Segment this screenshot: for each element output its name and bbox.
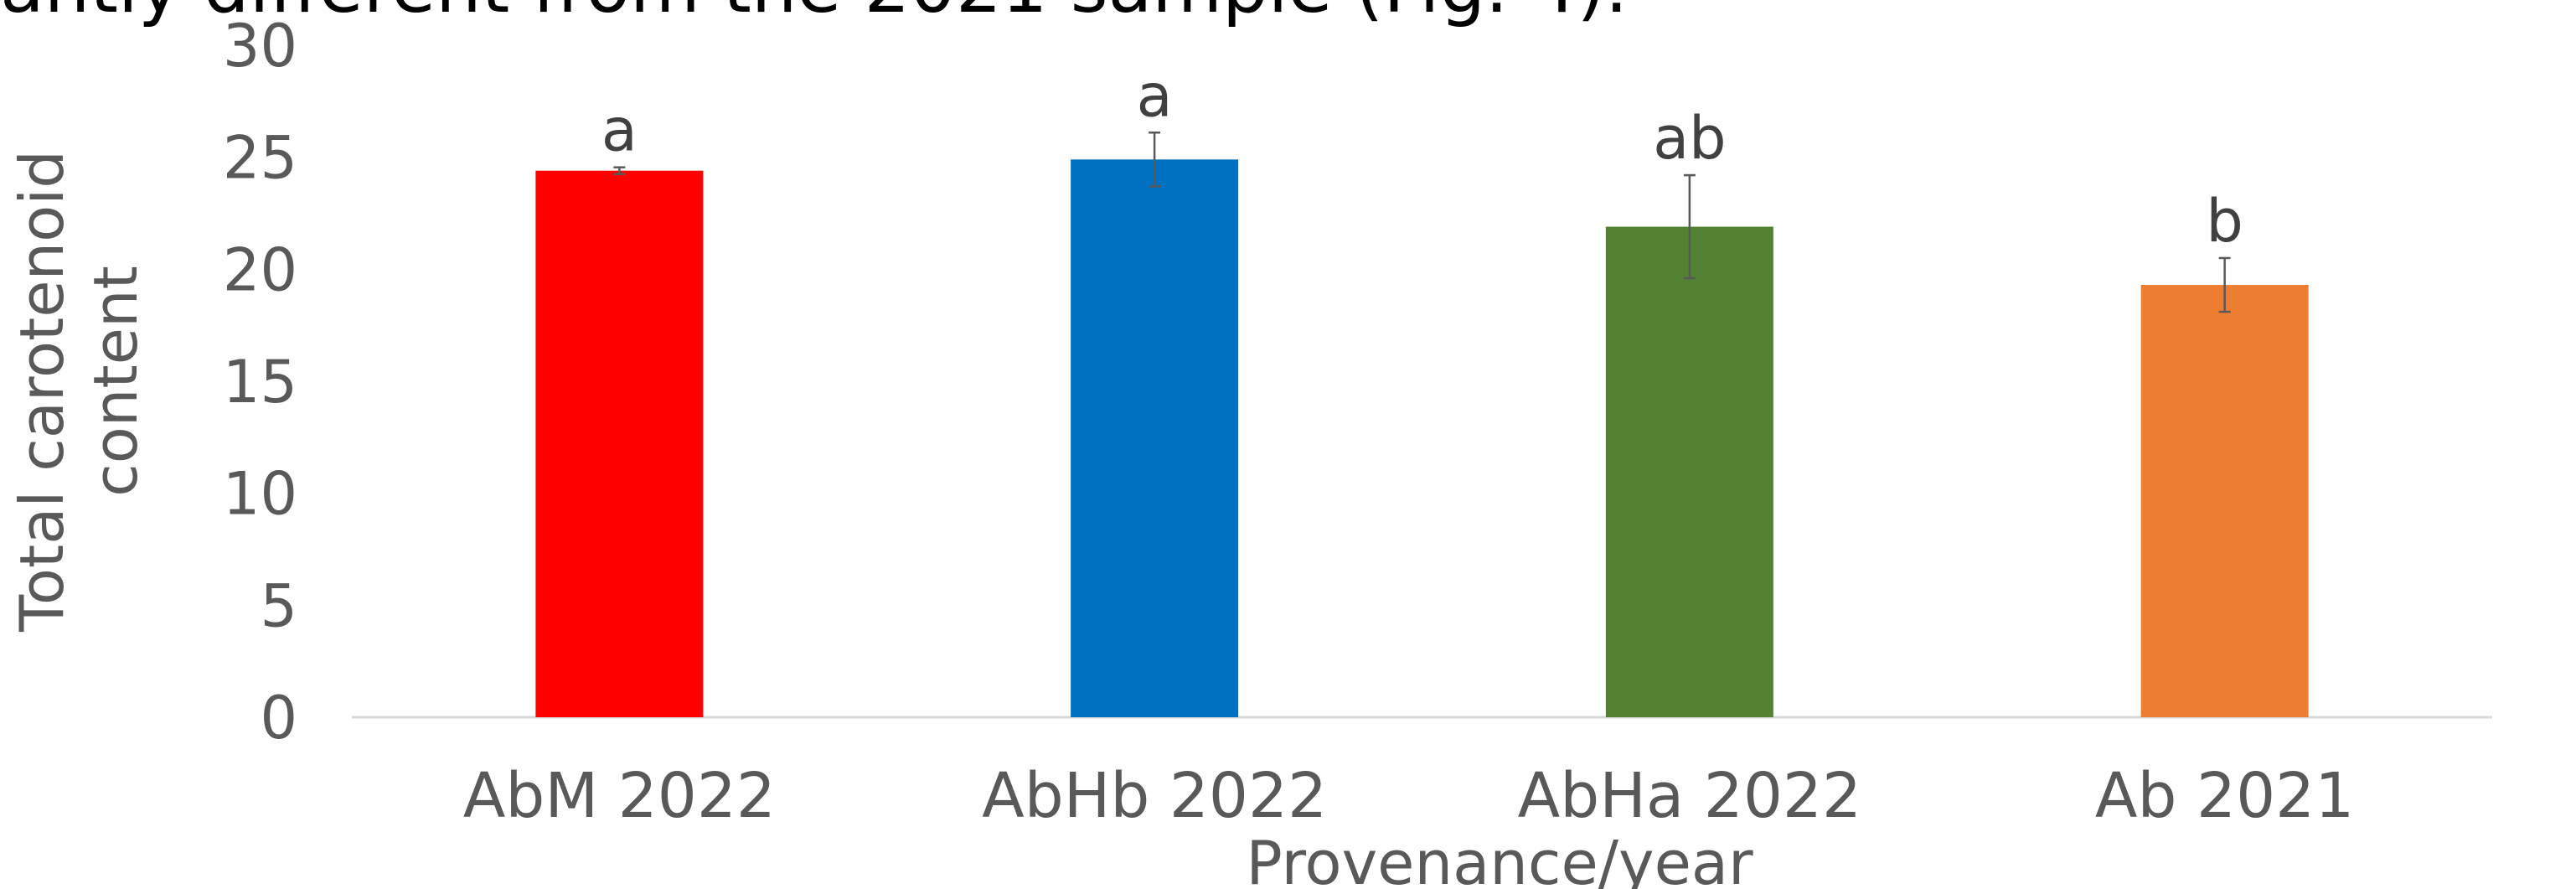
y-tick-label: 0 bbox=[260, 684, 297, 752]
error-bars bbox=[613, 132, 2231, 313]
significance-label: b bbox=[2206, 187, 2243, 256]
bar bbox=[1605, 226, 1773, 717]
y-tick-label: 5 bbox=[260, 571, 297, 640]
category-label: AbHa 2022 bbox=[1518, 760, 1861, 832]
category-label: AbM 2022 bbox=[463, 760, 776, 832]
bar bbox=[1071, 159, 1239, 718]
bars bbox=[535, 159, 2309, 718]
significance-label: ab bbox=[1653, 104, 1726, 173]
y-tick-label: 10 bbox=[223, 460, 297, 529]
y-axis-ticks: 0 5 10 15 20 25 30 bbox=[223, 12, 297, 752]
preceding-text-fragment: antly different from the 2021 sample (Fi… bbox=[0, 0, 1628, 23]
y-tick-label: 15 bbox=[223, 348, 297, 416]
significance-labels: a a ab b bbox=[601, 61, 2243, 256]
x-axis-title: Provenance/year bbox=[1246, 828, 1753, 889]
y-tick-label: 30 bbox=[223, 12, 297, 80]
y-axis-title: Total carotenoid content bbox=[7, 131, 151, 633]
y-tick-label: 25 bbox=[223, 124, 297, 193]
y-axis-title-line-1: Total carotenoid bbox=[7, 150, 77, 633]
category-label: AbHb 2022 bbox=[982, 760, 1327, 832]
bar bbox=[2140, 285, 2309, 718]
y-axis-title-line-2: content bbox=[80, 266, 151, 497]
y-tick-label: 20 bbox=[223, 235, 297, 304]
category-label: Ab 2021 bbox=[2095, 760, 2354, 832]
bar bbox=[535, 170, 704, 717]
significance-label: a bbox=[1137, 61, 1173, 130]
significance-label: a bbox=[601, 96, 638, 165]
category-labels: AbM 2022 AbHb 2022 AbHa 2022 Ab 2021 bbox=[463, 760, 2355, 832]
